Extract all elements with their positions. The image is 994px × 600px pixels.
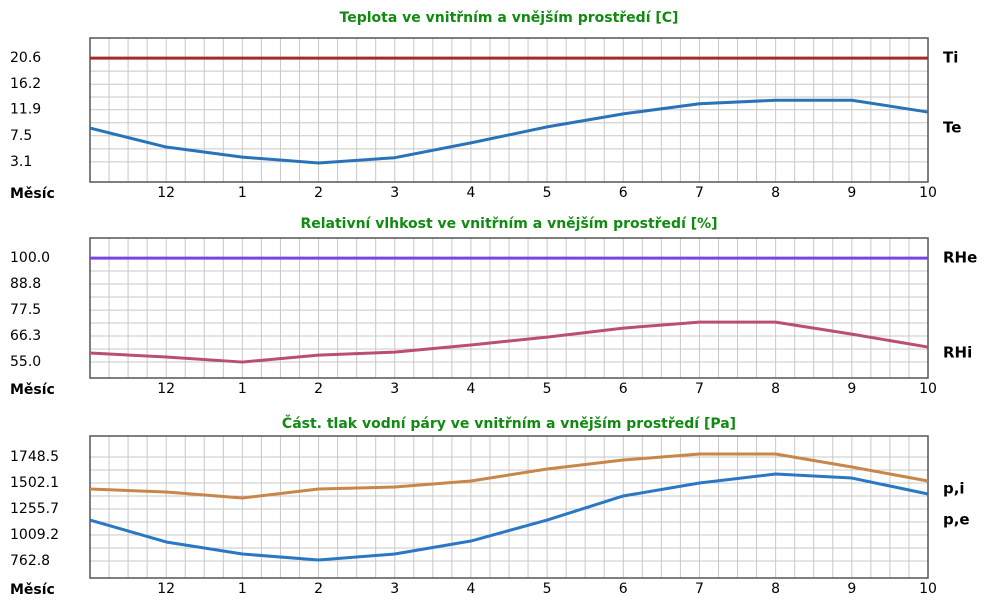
x-tick-label: 10 (919, 185, 937, 201)
y-tick-label: 66.3 (10, 328, 41, 344)
x-tick-label: 7 (695, 381, 704, 397)
y-tick-label: 11.9 (10, 102, 41, 118)
x-tick-label: 5 (543, 185, 552, 201)
x-tick-label: 12 (157, 581, 175, 597)
x-tick-label: 12 (157, 185, 175, 201)
legend-label: Ti (943, 49, 958, 67)
x-tick-label: 3 (390, 381, 399, 397)
series-line (89, 472, 929, 562)
x-tick-label: 8 (771, 185, 780, 201)
y-tick-label: 77.5 (10, 302, 41, 318)
x-tick-label: 6 (619, 185, 628, 201)
y-tick-label: 7.5 (10, 128, 32, 144)
x-tick-label: 1 (238, 581, 247, 597)
x-tick-label: 1 (238, 185, 247, 201)
x-tick-label: 6 (619, 381, 628, 397)
x-tick-label: 8 (771, 581, 780, 597)
x-axis-label: Měsíc (10, 382, 55, 398)
x-tick-label: 4 (466, 581, 475, 597)
series-line (89, 320, 929, 364)
legend-label: RHi (943, 344, 972, 362)
y-tick-label: 1255.7 (10, 501, 59, 517)
legend-label: p,i (943, 480, 965, 498)
y-tick-label: 100.0 (10, 250, 50, 266)
x-tick-label: 4 (466, 185, 475, 201)
x-tick-label: 9 (847, 581, 856, 597)
y-tick-label: 88.8 (10, 276, 41, 292)
y-tick-label: 762.8 (10, 553, 50, 569)
x-tick-label: 9 (847, 381, 856, 397)
legend-label: Te (943, 119, 961, 137)
chart-title: Část. tlak vodní páry ve vnitřním a vněj… (282, 414, 736, 432)
x-tick-label: 2 (314, 381, 323, 397)
x-axis-label: Měsíc (10, 582, 55, 598)
y-tick-label: 55.0 (10, 354, 41, 370)
x-tick-label: 3 (390, 581, 399, 597)
x-tick-label: 12 (157, 381, 175, 397)
x-tick-label: 5 (543, 581, 552, 597)
y-tick-label: 16.2 (10, 76, 41, 92)
x-tick-label: 4 (466, 381, 475, 397)
x-tick-label: 10 (919, 381, 937, 397)
x-tick-label: 10 (919, 581, 937, 597)
x-tick-label: 9 (847, 185, 856, 201)
y-tick-label: 1748.5 (10, 449, 59, 465)
plot-border (89, 37, 929, 183)
x-tick-label: 2 (314, 185, 323, 201)
x-tick-label: 5 (543, 381, 552, 397)
y-tick-label: 1009.2 (10, 527, 59, 543)
x-tick-label: 7 (695, 581, 704, 597)
chart-title: Teplota ve vnitřním a vnějším prostředí … (340, 10, 679, 26)
series-line (89, 98, 929, 165)
chart-title: Relativní vlhkost ve vnitřním a vnějším … (300, 216, 717, 232)
legend-label: RHe (943, 249, 977, 267)
x-tick-label: 8 (771, 381, 780, 397)
series-line (89, 452, 929, 500)
y-tick-label: 1502.1 (10, 475, 59, 491)
plot-border (89, 435, 929, 579)
y-tick-label: 20.6 (10, 50, 41, 66)
x-axis-label: Měsíc (10, 186, 55, 202)
legend-label: p,e (943, 511, 970, 529)
x-tick-label: 7 (695, 185, 704, 201)
plot-border (89, 237, 929, 379)
y-tick-label: 3.1 (10, 154, 32, 170)
x-tick-label: 6 (619, 581, 628, 597)
x-tick-label: 3 (390, 185, 399, 201)
x-tick-label: 2 (314, 581, 323, 597)
x-tick-label: 1 (238, 381, 247, 397)
